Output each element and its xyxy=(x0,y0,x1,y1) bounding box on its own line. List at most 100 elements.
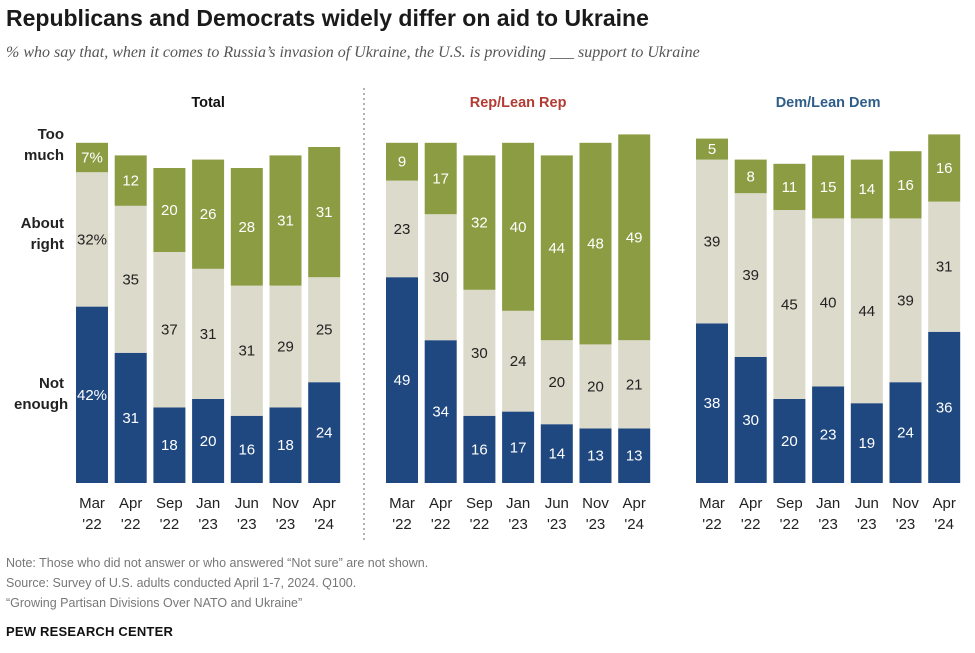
x-tick-year: '23 xyxy=(547,516,567,533)
chart-subtitle: % who say that, when it comes to Russia’… xyxy=(6,44,700,61)
label-about-right: 37 xyxy=(161,322,178,339)
label-about-right: 31 xyxy=(200,326,217,343)
bar-not-enough xyxy=(773,399,806,483)
label-too-much: 31 xyxy=(316,204,333,221)
bar-not-enough xyxy=(463,415,496,483)
panel-title-0: Total xyxy=(191,95,225,111)
x-tick-year: '23 xyxy=(237,516,257,533)
x-tick-month: Sep xyxy=(776,495,803,512)
bar-not-enough xyxy=(153,407,186,483)
source-line: Source: Survey of U.S. adults conducted … xyxy=(6,576,357,590)
x-tick-month: Apr xyxy=(313,495,336,512)
label-about-right: 31 xyxy=(936,259,953,276)
label-too-much: 11 xyxy=(782,179,798,196)
label-not-enough: 34 xyxy=(432,404,449,421)
label-not-enough: 20 xyxy=(781,433,798,450)
bar-not-enough xyxy=(734,357,767,483)
x-tick-year: '22 xyxy=(431,516,451,533)
x-tick-month: Jan xyxy=(506,495,530,512)
bar-not-enough xyxy=(889,382,922,483)
label-about-right: 35 xyxy=(122,271,139,288)
label-not-enough: 16 xyxy=(238,441,255,458)
label-too-much: 16 xyxy=(936,160,953,177)
bar-too-much xyxy=(928,134,961,202)
label-too-much: 32 xyxy=(471,215,488,232)
bar-too-much xyxy=(153,168,186,252)
bar-about-right xyxy=(424,214,457,341)
bar-not-enough xyxy=(424,340,457,483)
label-not-enough: 23 xyxy=(820,427,837,444)
x-tick-year: '22 xyxy=(82,516,102,533)
bar-too-much xyxy=(734,159,767,194)
label-about-right: 24 xyxy=(510,353,527,370)
bar-about-right xyxy=(928,201,961,332)
bar-too-much xyxy=(618,134,651,341)
bar-not-enough xyxy=(230,415,263,483)
label-not-enough: 24 xyxy=(316,425,333,442)
label-not-enough: 24 xyxy=(897,425,914,442)
x-tick-month: Jan xyxy=(196,495,220,512)
label-not-enough: 30 xyxy=(742,412,759,429)
label-not-enough: 42% xyxy=(77,387,107,404)
label-about-right: 23 xyxy=(394,221,411,238)
bar-too-much xyxy=(114,155,147,206)
x-tick-year: '22 xyxy=(160,516,180,533)
bar-too-much xyxy=(386,142,418,181)
x-tick-month: Apr xyxy=(739,495,762,512)
legend-too-much-line2: much xyxy=(23,147,64,164)
bar-not-enough xyxy=(308,382,341,483)
bar-about-right xyxy=(579,344,612,429)
label-too-much: 49 xyxy=(626,229,643,246)
x-tick-year: '22 xyxy=(741,516,761,533)
panel-title-1: Rep/Lean Rep xyxy=(470,95,567,111)
bar-about-right xyxy=(734,193,767,357)
chart-title: Republicans and Democrats widely differ … xyxy=(6,5,649,31)
x-tick-year: '22 xyxy=(470,516,490,533)
bar-about-right xyxy=(192,268,225,399)
label-too-much: 8 xyxy=(747,168,755,185)
bar-too-much xyxy=(230,168,263,286)
label-about-right: 39 xyxy=(742,267,759,284)
label-about-right: 31 xyxy=(238,343,255,360)
label-about-right: 20 xyxy=(587,378,604,395)
x-tick-year: '23 xyxy=(857,516,877,533)
x-tick-month: Mar xyxy=(699,495,725,512)
bar-not-enough xyxy=(540,424,573,483)
legend-too-much: Too much xyxy=(14,124,64,166)
x-tick-year: '23 xyxy=(896,516,916,533)
x-tick-year: '24 xyxy=(624,516,644,533)
x-tick-month: Sep xyxy=(156,495,183,512)
label-too-much: 20 xyxy=(161,202,178,219)
bar-too-much xyxy=(540,155,573,341)
x-tick-month: Jun xyxy=(855,495,879,512)
x-tick-month: Apr xyxy=(933,495,956,512)
label-not-enough: 18 xyxy=(161,437,178,454)
bar-too-much xyxy=(773,163,806,210)
bar-too-much xyxy=(192,159,225,269)
label-too-much: 31 xyxy=(277,213,294,230)
bar-not-enough xyxy=(386,277,418,483)
legend-too-much-line1: Too xyxy=(37,126,64,143)
x-tick-month: Nov xyxy=(582,495,609,512)
label-about-right: 25 xyxy=(316,322,333,339)
bar-about-right xyxy=(386,180,418,278)
label-not-enough: 13 xyxy=(587,448,604,465)
x-tick-month: Sep xyxy=(466,495,493,512)
bar-not-enough xyxy=(114,352,147,483)
legend-not-enough: Not enough xyxy=(14,373,68,415)
label-not-enough: 20 xyxy=(200,433,217,450)
x-tick-month: Nov xyxy=(272,495,299,512)
x-tick-year: '23 xyxy=(508,516,528,533)
x-tick-month: Jan xyxy=(816,495,840,512)
bar-too-much xyxy=(76,142,108,173)
x-tick-year: '23 xyxy=(818,516,838,533)
x-tick-year: '24 xyxy=(934,516,954,533)
x-tick-month: Jun xyxy=(235,495,259,512)
legend-about-right-line1: About xyxy=(20,215,64,232)
x-tick-month: Apr xyxy=(119,495,142,512)
x-tick-year: '23 xyxy=(198,516,218,533)
x-tick-month: Apr xyxy=(429,495,452,512)
bar-too-much xyxy=(269,155,302,286)
label-about-right: 29 xyxy=(277,339,294,356)
